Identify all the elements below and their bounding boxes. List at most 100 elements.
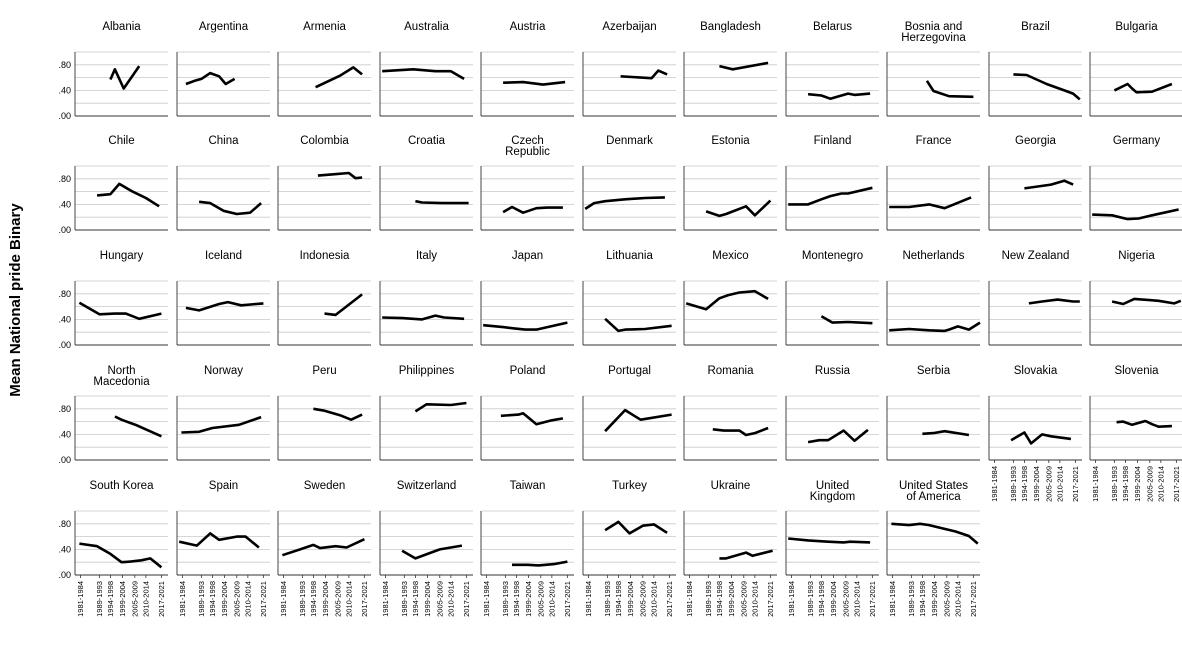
x-tick-label: 1989-1993 [806, 581, 815, 617]
panel-title-turkey: Turkey [612, 480, 647, 492]
panel-title-taiwan: Taiwan [510, 480, 546, 492]
x-tick-label: 2010-2014 [750, 581, 759, 617]
x-tick-label: 2010-2014 [547, 581, 556, 617]
x-tick-label: 2017-2021 [766, 581, 775, 617]
series-line-australia [382, 68, 465, 81]
series-line-china [198, 200, 262, 216]
series-line-georgia [1024, 179, 1074, 190]
series-line-slovenia [1116, 419, 1172, 429]
x-tick-label: 2005-2009 [232, 581, 241, 617]
x-tick-label: 1981-1984 [685, 581, 694, 617]
x-tick-label: 2010-2014 [649, 581, 658, 617]
panel-title-united-states-of-america: United States [899, 480, 968, 492]
x-tick-label: 1989-1993 [1009, 466, 1018, 502]
x-tick-label: 1994-1998 [1121, 466, 1130, 502]
panel-title-serbia: Serbia [917, 365, 951, 377]
panel-title-ukraine: Ukraine [711, 480, 751, 492]
series-line-united-kingdom [788, 537, 871, 544]
series-line-netherlands [889, 321, 981, 333]
y-tick-label: .80 [58, 404, 71, 414]
panel-title-colombia: Colombia [300, 135, 349, 147]
panel-title-slovakia: Slovakia [1014, 365, 1058, 377]
panel-title-belarus: Belarus [813, 21, 852, 33]
panel-title-argentina: Argentina [199, 21, 249, 33]
x-tick-label: 2017-2021 [360, 581, 369, 617]
panel-title-china: China [208, 135, 239, 147]
series-line-finland [788, 186, 873, 206]
series-line-bangladesh [719, 61, 769, 71]
x-tick-label: 1999-2004 [930, 581, 939, 617]
x-tick-label: 1981-1984 [482, 581, 491, 617]
series-line-lithuania [604, 317, 672, 333]
x-tick-label: 1994-1998 [715, 581, 724, 617]
panel-title-japan: Japan [512, 250, 543, 262]
series-line-portugal [604, 408, 672, 433]
x-tick-label: 1989-1993 [298, 581, 307, 617]
series-line-ukraine [719, 549, 773, 560]
y-tick-label: .40 [58, 85, 71, 95]
x-tick-label: 2005-2009 [536, 581, 545, 617]
series-line-france [889, 196, 972, 210]
series-line-romania [712, 426, 769, 437]
x-tick-label: 2010-2014 [141, 581, 150, 617]
y-tick-label: .40 [58, 544, 71, 554]
panel-title-italy: Italy [416, 250, 437, 262]
x-tick-label: 2017-2021 [563, 581, 572, 617]
panel-title-indonesia: Indonesia [300, 250, 350, 262]
panel-title-lithuania: Lithuania [606, 250, 653, 262]
panel-title-australia: Australia [404, 21, 449, 33]
panel-title-bulgaria: Bulgaria [1115, 21, 1158, 33]
x-tick-label: 2017-2021 [259, 581, 268, 617]
x-tick-label: 1999-2004 [727, 581, 736, 617]
panel-title-estonia: Estonia [711, 135, 750, 147]
x-tick-label: 1999-2004 [1133, 466, 1142, 502]
panel-title-chile: Chile [108, 135, 134, 147]
panel-title-spain: Spain [209, 480, 238, 492]
x-tick-label: 1999-2004 [321, 581, 330, 617]
x-tick-label: 1989-1993 [704, 581, 713, 617]
x-tick-label: 1994-1998 [106, 581, 115, 617]
x-tick-label: 1989-1993 [501, 581, 510, 617]
x-tick-label: 2017-2021 [868, 581, 877, 617]
y-tick-label: .40 [58, 429, 71, 439]
x-tick-label: 2017-2021 [969, 581, 978, 617]
series-line-united-states-of-america [891, 522, 979, 545]
panel-title-netherlands: Netherlands [902, 250, 964, 262]
x-tick-label: 1981-1984 [178, 581, 187, 617]
series-line-mexico [685, 289, 769, 311]
panel-title-austria: Austria [510, 21, 546, 33]
panel-title-finland: Finland [814, 135, 852, 147]
series-line-slovakia [1010, 431, 1072, 445]
x-tick-label: 1981-1984 [279, 581, 288, 617]
x-tick-label: 1999-2004 [423, 581, 432, 617]
panel-title-armenia: Armenia [303, 21, 346, 33]
x-tick-label: 1981-1984 [990, 466, 999, 502]
x-tick-label: 2010-2014 [1156, 466, 1165, 502]
x-tick-label: 1994-1998 [918, 581, 927, 617]
x-tick-label: 1999-2004 [524, 581, 533, 617]
panel-title-mexico: Mexico [712, 250, 748, 262]
x-tick-label: 2017-2021 [1172, 466, 1181, 502]
series-line-chile [96, 182, 160, 208]
y-tick-label: .80 [58, 519, 71, 529]
panel-title-hungary: Hungary [100, 250, 144, 262]
panel-title-croatia: Croatia [408, 135, 446, 147]
x-tick-label: 2017-2021 [1071, 466, 1080, 502]
series-line-turkey [604, 520, 668, 535]
panel-title-czech-republic: Czech [511, 135, 544, 147]
panel-title-united-kingdom: Kingdom [810, 491, 855, 503]
x-tick-label: 1994-1998 [411, 581, 420, 617]
series-line-switzerland [401, 544, 463, 560]
series-line-estonia [705, 199, 772, 218]
x-tick-label: 1994-1998 [817, 581, 826, 617]
x-tick-label: 2005-2009 [1044, 466, 1053, 502]
panel-title-albania: Albania [102, 21, 141, 33]
x-tick-label: 2017-2021 [665, 581, 674, 617]
panel-title-france: France [916, 135, 952, 147]
series-line-colombia [317, 171, 363, 180]
series-line-new-zealand [1028, 298, 1080, 305]
series-line-spain [178, 532, 260, 549]
y-tick-label: .00 [58, 225, 71, 235]
x-tick-label: 1981-1984 [584, 581, 593, 617]
x-tick-label: 1981-1984 [787, 581, 796, 617]
